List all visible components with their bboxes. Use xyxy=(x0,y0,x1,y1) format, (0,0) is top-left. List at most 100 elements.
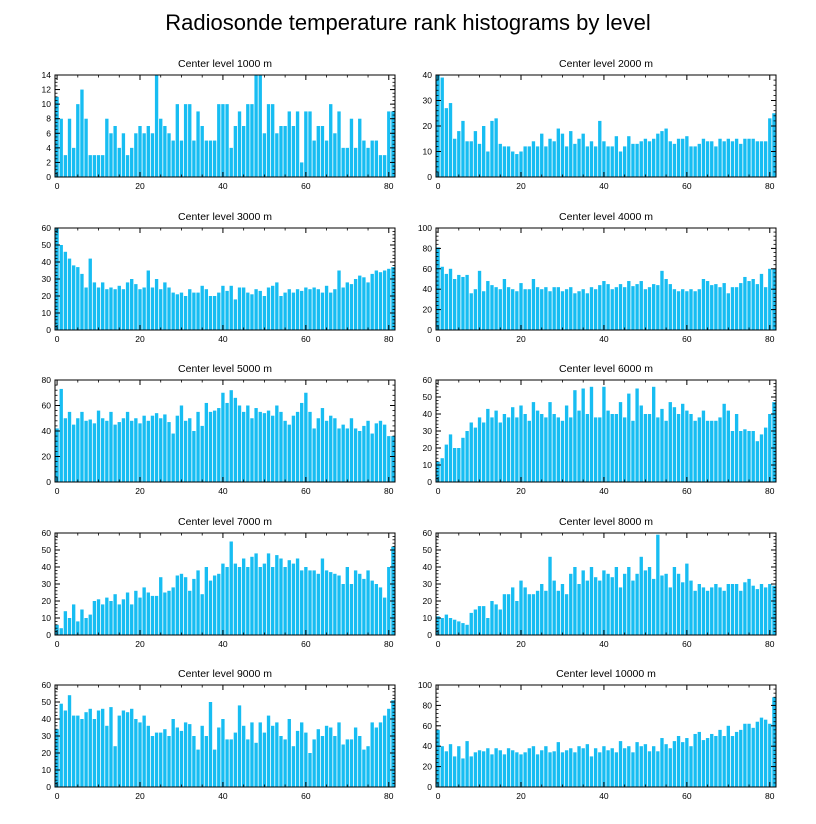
bar xyxy=(739,729,743,787)
bar xyxy=(71,147,76,177)
bar xyxy=(233,563,238,635)
bar xyxy=(747,723,751,787)
y-tick-label: 0 xyxy=(46,172,51,182)
bar xyxy=(606,573,610,635)
bar xyxy=(88,614,92,635)
bar xyxy=(366,570,370,635)
bar xyxy=(722,590,726,635)
bar xyxy=(179,573,184,635)
bar xyxy=(739,143,743,177)
bar xyxy=(577,584,581,635)
y-tick-label: 100 xyxy=(418,223,432,233)
bar xyxy=(465,741,469,787)
x-tick-label: 0 xyxy=(55,181,60,191)
bar xyxy=(101,282,105,330)
bar xyxy=(192,140,196,177)
bar xyxy=(635,284,639,330)
x-tick-label: 60 xyxy=(682,181,692,191)
bar xyxy=(652,578,656,635)
bar xyxy=(714,736,718,787)
bar xyxy=(564,146,569,177)
plot-frame xyxy=(435,684,777,788)
bar xyxy=(262,732,267,787)
bar xyxy=(585,744,590,787)
x-tick-label: 80 xyxy=(765,486,775,496)
y-tick-label: 50 xyxy=(42,697,52,707)
y-tick-label: 60 xyxy=(423,375,433,385)
panel-9: Center level 9000 m 0 10 20 30 40 50 60 0 20 40 60 8… xyxy=(42,668,396,801)
bar xyxy=(358,573,362,635)
bar xyxy=(92,155,97,177)
bar xyxy=(440,746,444,787)
bar xyxy=(333,573,337,635)
bar xyxy=(556,128,560,177)
bar xyxy=(109,601,113,635)
bar xyxy=(730,584,735,635)
bar xyxy=(448,434,453,482)
bar xyxy=(237,405,242,482)
bar xyxy=(444,751,449,787)
y-tick-label: 8 xyxy=(46,114,51,124)
bar xyxy=(457,448,461,482)
bar xyxy=(593,146,598,177)
bar xyxy=(693,590,697,635)
bar xyxy=(163,282,167,330)
bar xyxy=(308,289,312,330)
bar xyxy=(179,405,184,482)
bar xyxy=(225,290,229,330)
bar xyxy=(271,104,275,177)
bar xyxy=(250,418,254,482)
bar xyxy=(59,703,63,787)
x-tick-label: 20 xyxy=(135,181,145,191)
bar xyxy=(622,146,627,177)
bar xyxy=(349,418,354,482)
bar xyxy=(291,415,296,482)
y-tick-label: 0 xyxy=(427,477,432,487)
bar xyxy=(96,287,101,330)
bar xyxy=(300,722,304,787)
bar xyxy=(109,707,113,787)
bar xyxy=(768,723,772,787)
bar xyxy=(477,417,482,482)
bar xyxy=(183,420,188,482)
bar xyxy=(635,143,639,177)
bar xyxy=(652,746,656,787)
bar xyxy=(606,146,610,177)
bar xyxy=(461,437,465,482)
bar xyxy=(681,138,685,177)
bar xyxy=(113,594,117,635)
panel-title: Center level 6000 m xyxy=(559,363,653,375)
bar xyxy=(233,732,238,787)
bar xyxy=(229,147,233,177)
bar xyxy=(229,541,233,635)
bar xyxy=(668,141,672,177)
y-tick-label: 80 xyxy=(423,243,433,253)
bar xyxy=(208,411,213,483)
bar xyxy=(477,270,482,330)
bar xyxy=(668,748,672,787)
bar xyxy=(279,558,283,635)
bar xyxy=(366,147,370,177)
bar xyxy=(556,590,560,635)
bar xyxy=(329,572,333,635)
bar xyxy=(457,621,461,635)
bar xyxy=(333,289,337,330)
bar xyxy=(614,136,619,177)
bar xyxy=(96,155,101,177)
bar xyxy=(772,402,776,482)
x-tick-label: 60 xyxy=(682,639,692,649)
bar xyxy=(287,111,291,177)
bar xyxy=(142,587,146,635)
bar xyxy=(734,138,739,177)
y-tick-label: 30 xyxy=(42,274,52,284)
bar xyxy=(150,287,155,330)
x-tick-label: 0 xyxy=(55,791,60,801)
bar xyxy=(167,287,171,330)
bar xyxy=(515,154,519,177)
bar xyxy=(221,563,225,635)
bar xyxy=(300,290,304,330)
bar xyxy=(581,388,585,482)
x-tick-label: 80 xyxy=(765,791,775,801)
bar xyxy=(324,570,329,635)
bar xyxy=(672,143,677,177)
